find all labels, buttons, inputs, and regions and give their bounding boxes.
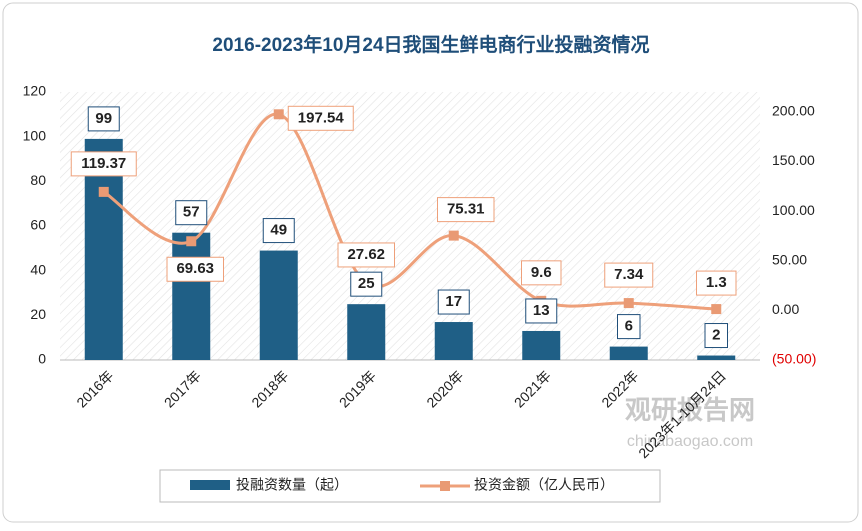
bar-label-box — [87, 106, 120, 132]
y-tick-label: 120 — [23, 83, 47, 99]
y-tick-label: 40 — [30, 261, 46, 277]
bar-label: 49 — [270, 222, 287, 239]
chart-title: 2016-2023年10月24日我国生鲜电商行业投融资情况 — [212, 33, 649, 56]
marker — [623, 298, 634, 309]
legend-box — [159, 469, 661, 503]
line-label: 75.31 — [447, 201, 485, 218]
bar-label: 13 — [533, 302, 550, 319]
bar-label-box — [175, 200, 208, 226]
bar — [522, 330, 561, 360]
y-tick-label: 0 — [38, 351, 46, 367]
y2-tick-label: (50.00) — [772, 351, 816, 367]
marker — [186, 236, 197, 247]
plot-background — [60, 92, 760, 360]
bar-label: 25 — [358, 275, 375, 292]
bar-label-box — [525, 298, 558, 324]
bar-label: 57 — [183, 204, 200, 221]
y2-tick-label: 50.00 — [772, 251, 807, 267]
line-label-box — [521, 260, 562, 286]
line-label-box — [287, 105, 354, 131]
legend-swatch — [190, 480, 230, 490]
bar-label-box — [350, 271, 383, 297]
bar-label-box — [617, 314, 641, 340]
bar — [347, 304, 386, 360]
bar-label: 2 — [712, 327, 720, 344]
watermark: 观研报告网 — [625, 395, 755, 425]
y-tick-label: 100 — [23, 127, 47, 143]
y2-tick-label: 100.00 — [772, 202, 815, 218]
y2-tick-label: 0.00 — [772, 301, 799, 317]
watermark-url: chinabaogao.com — [627, 433, 753, 450]
line-label-box — [70, 151, 137, 177]
line-label: 27.62 — [347, 246, 385, 263]
line-label-box — [166, 256, 224, 282]
legend-label: 投融资数量（起） — [236, 477, 348, 493]
legend-label: 投资金额（亿人民币） — [474, 477, 614, 493]
line-label-box — [696, 270, 737, 296]
legend-swatch — [440, 481, 450, 491]
line-label-box — [337, 242, 395, 268]
y2-tick-label: 150.00 — [772, 152, 815, 168]
line-label-box — [437, 197, 495, 223]
marker — [448, 230, 459, 241]
line-label: 1.3 — [706, 274, 727, 291]
line-label: 119.37 — [81, 155, 126, 172]
bar-label-box — [704, 323, 728, 349]
bar-label: 99 — [95, 110, 112, 127]
y-tick-label: 20 — [30, 306, 46, 322]
marker — [711, 304, 722, 315]
line-label: 69.63 — [176, 260, 214, 277]
line-label: 7.34 — [614, 266, 644, 283]
bar — [172, 232, 211, 360]
bar — [609, 346, 648, 360]
bar-label: 6 — [625, 318, 633, 335]
bar — [259, 250, 298, 360]
bar-label: 17 — [445, 293, 462, 310]
bar — [434, 322, 473, 360]
line-label: 197.54 — [298, 109, 345, 126]
marker — [273, 109, 284, 120]
y2-tick-label: 200.00 — [772, 103, 815, 119]
line-label: 9.6 — [531, 264, 552, 281]
marker — [98, 186, 109, 197]
y-tick-label: 60 — [30, 217, 46, 233]
bar-label-box — [262, 218, 295, 244]
bar-label-box — [437, 289, 470, 315]
line-label-box — [604, 262, 654, 288]
bar — [697, 355, 736, 360]
y-tick-label: 80 — [30, 172, 46, 188]
